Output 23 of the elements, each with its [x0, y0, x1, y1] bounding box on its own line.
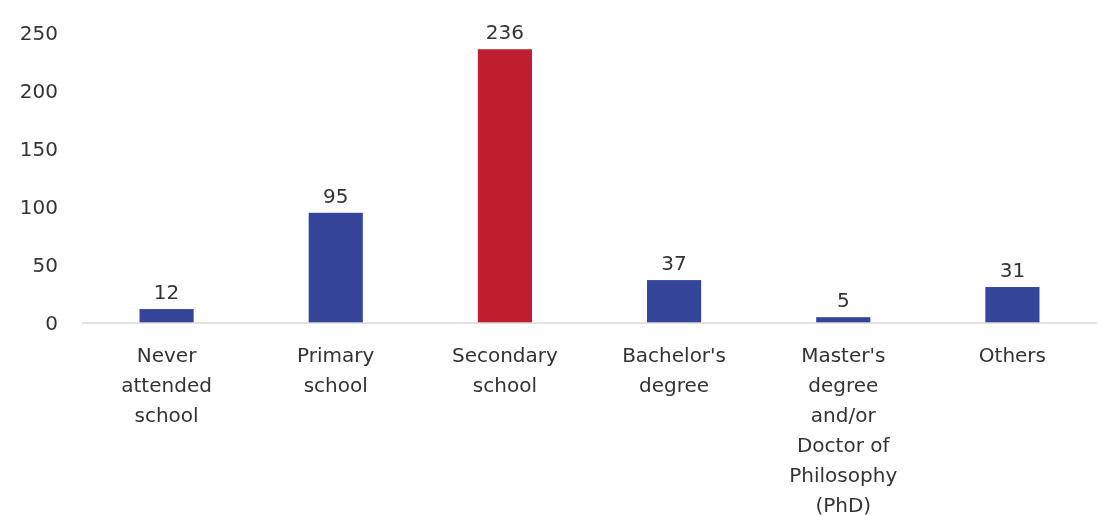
- data-label: 31: [999, 258, 1026, 283]
- x-tick-label: Master's degree and/or Doctor of Philosophy (PhD): [789, 343, 898, 515]
- y-tick-label: 0: [45, 311, 58, 335]
- x-tick-label: Primary school: [297, 343, 375, 397]
- y-tick-label: 100: [19, 195, 58, 219]
- data-label: 236: [485, 20, 525, 45]
- data-label: 12: [153, 280, 180, 305]
- x-tick-label: Secondary school: [451, 343, 559, 397]
- x-tick-label: Others: [978, 343, 1047, 367]
- bar: [308, 212, 363, 323]
- x-tick-label: Bachelor's degree: [622, 343, 727, 397]
- y-tick-label: 250: [19, 21, 58, 45]
- bar: [477, 49, 532, 323]
- bar: [985, 287, 1040, 323]
- bar: [139, 309, 194, 323]
- y-tick-label: 150: [19, 137, 58, 161]
- data-label: 95: [323, 183, 349, 208]
- data-label: 37: [661, 251, 687, 276]
- bar: [647, 280, 702, 323]
- x-tick-label: Never attended school: [121, 343, 212, 427]
- y-tick-label: 200: [19, 79, 58, 103]
- data-label: 5: [836, 288, 850, 313]
- y-tick-label: 50: [32, 253, 58, 277]
